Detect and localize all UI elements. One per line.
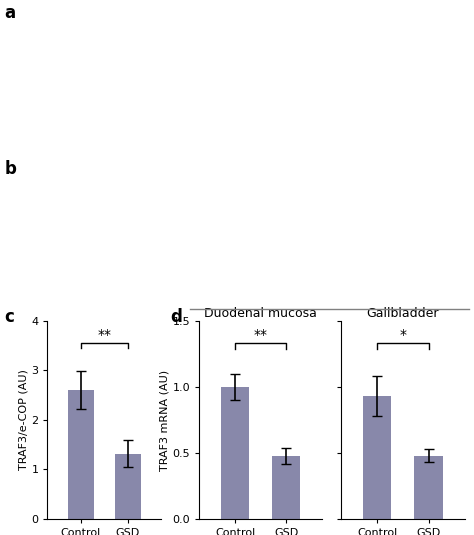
Bar bbox=[272, 456, 301, 519]
Text: b: b bbox=[5, 159, 17, 178]
Text: c: c bbox=[5, 308, 15, 326]
Text: a: a bbox=[5, 4, 16, 22]
Text: d: d bbox=[171, 308, 182, 326]
Bar bbox=[68, 391, 94, 519]
Text: **: ** bbox=[97, 328, 111, 342]
Bar bbox=[115, 454, 141, 519]
Y-axis label: TRAF3 mRNA (AU): TRAF3 mRNA (AU) bbox=[160, 369, 170, 471]
Y-axis label: TRAF3/e-COP (AU): TRAF3/e-COP (AU) bbox=[18, 370, 28, 470]
Title: Gallbladder: Gallbladder bbox=[367, 307, 439, 320]
Bar bbox=[221, 387, 249, 519]
Bar bbox=[363, 396, 392, 519]
Title: Duodenal mucosa: Duodenal mucosa bbox=[204, 307, 317, 320]
Bar bbox=[414, 456, 443, 519]
Text: *: * bbox=[400, 328, 406, 342]
Text: **: ** bbox=[254, 328, 268, 342]
